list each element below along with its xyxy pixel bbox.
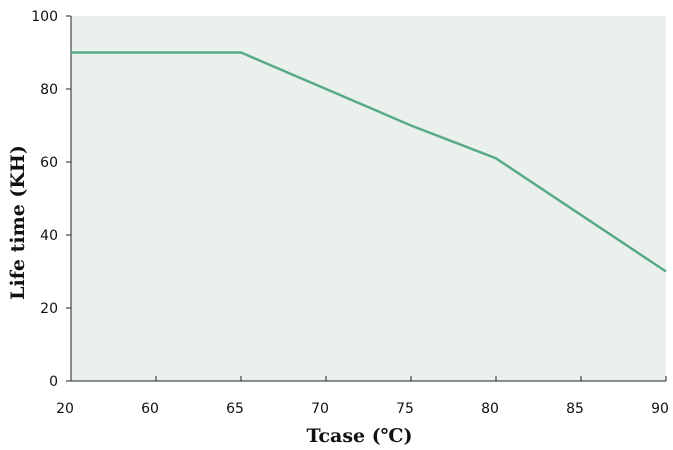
y-tick-label: 100 bbox=[31, 9, 58, 25]
x-tick-label: 90 bbox=[651, 401, 669, 417]
x-axis-title: Tcase (℃) bbox=[307, 425, 413, 447]
y-tick-label: 0 bbox=[49, 374, 58, 390]
y-tick-label: 60 bbox=[40, 155, 58, 171]
plot-area bbox=[71, 16, 666, 381]
y-axis-ticks: 0 20 40 60 80 100 bbox=[31, 9, 71, 390]
x-tick-label: 20 bbox=[56, 401, 74, 417]
y-tick-label: 80 bbox=[40, 82, 58, 98]
series-line bbox=[71, 51, 667, 273]
x-tick-label: 60 bbox=[141, 401, 159, 417]
x-tick-label: 85 bbox=[566, 401, 584, 417]
y-tick-label: 20 bbox=[40, 301, 58, 317]
x-axis-ticks: 20 60 65 70 75 80 85 90 bbox=[56, 376, 669, 417]
x-tick-label: 75 bbox=[396, 401, 414, 417]
x-tick-label: 65 bbox=[226, 401, 244, 417]
x-tick-label: 80 bbox=[481, 401, 499, 417]
y-axis-title: Life time (KH) bbox=[7, 145, 29, 300]
x-tick-label: 70 bbox=[311, 401, 329, 417]
y-tick-label: 40 bbox=[40, 228, 58, 244]
